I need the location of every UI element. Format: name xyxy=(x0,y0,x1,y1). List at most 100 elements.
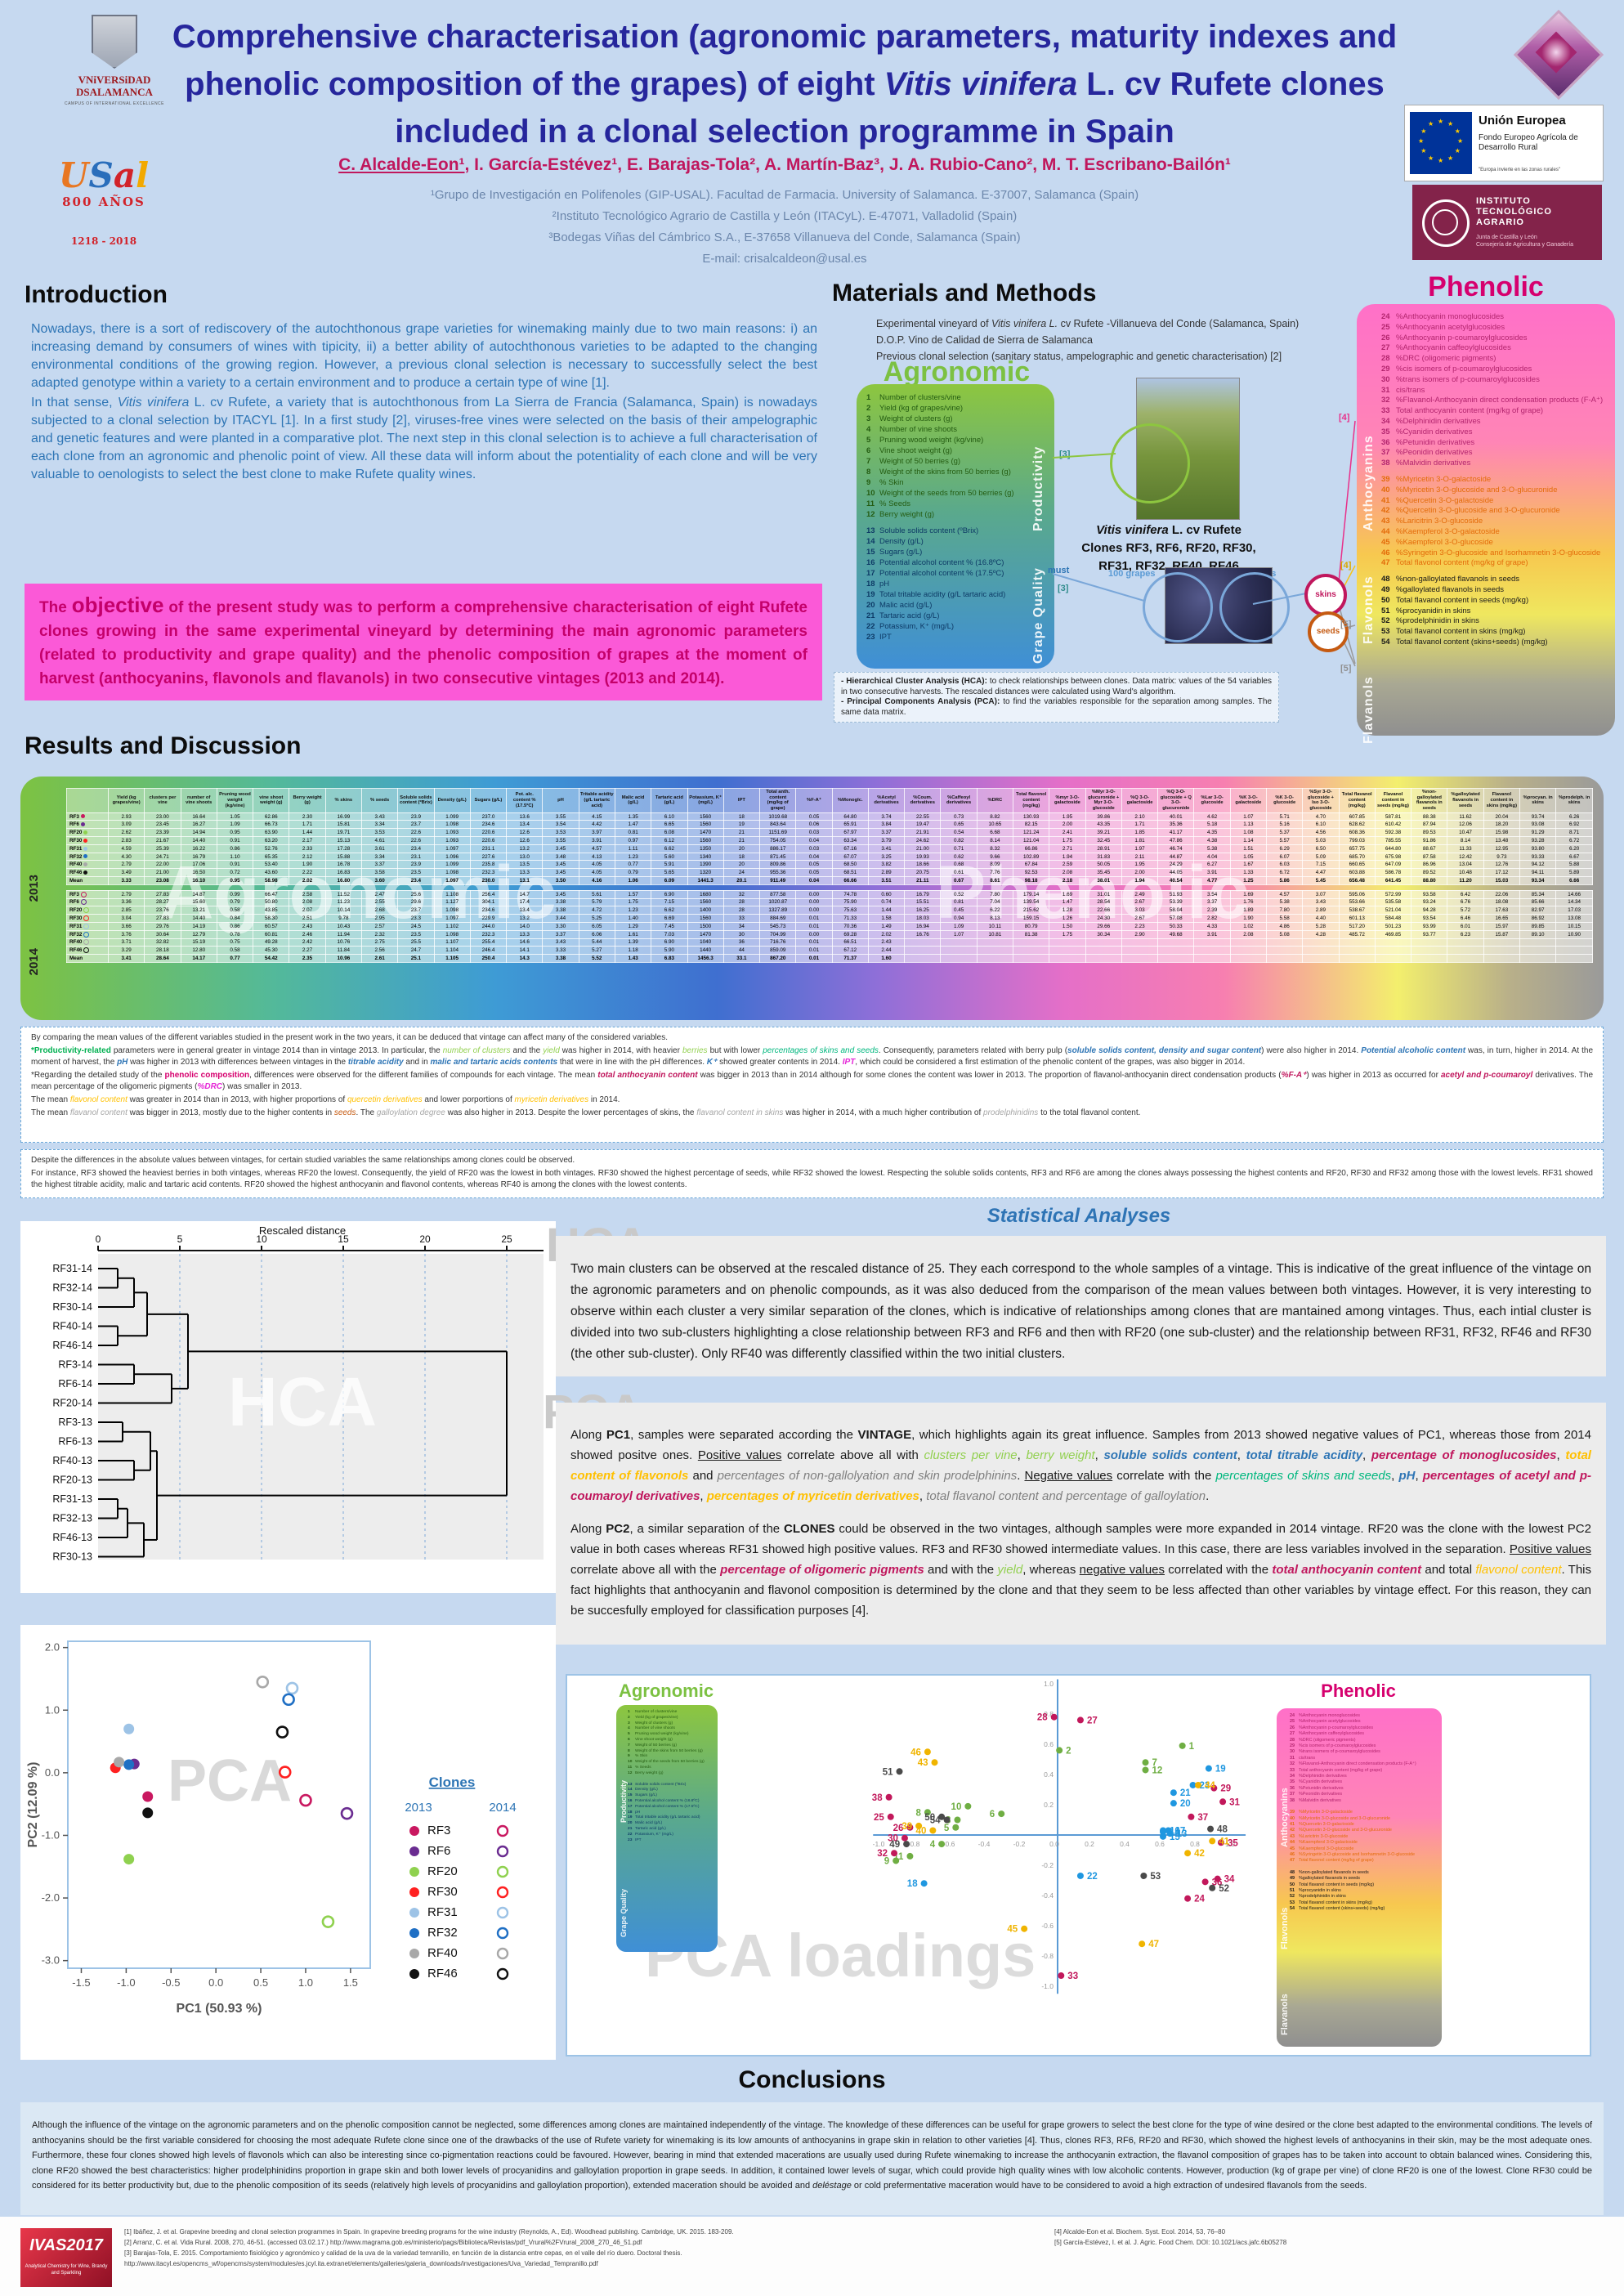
table-row-2013-RF46: RF46 3.49 21.00 16.50 0.72 43.60 2.22 16.83 3.58… xyxy=(66,868,1593,877)
loading-point-17 xyxy=(1165,1827,1172,1834)
column-header: %Lar 3-O-glucoside xyxy=(1193,788,1231,813)
column-header: clusters per vine xyxy=(144,788,181,813)
loading-point-46 xyxy=(924,1748,931,1756)
list-item-42: 42 %Quercetin 3-O-glucoside and 3-O-glucu… xyxy=(1381,506,1560,516)
score-point-RF46-2013 xyxy=(142,1807,154,1819)
loading-point-54 xyxy=(943,1816,951,1824)
ref5-label-a: [5] xyxy=(1340,620,1352,629)
ref3-label-b: [3] xyxy=(1058,584,1069,593)
list-item-22: 22 Potassium, K⁺ (mg/L) xyxy=(866,622,955,631)
loadings-agronomic-list: 1 Number of clusters/vine 2 Yield (kg of gr… xyxy=(616,1705,718,1952)
vineyard-circle-icon xyxy=(1110,423,1190,504)
gem-logo-icon xyxy=(1510,9,1604,101)
svg-text:0.4: 0.4 xyxy=(1044,1770,1054,1779)
email: E-mail: crisalcaldeon@usal.es xyxy=(702,252,867,266)
score-point-RF40-2014 xyxy=(256,1675,270,1689)
svg-text:HCA: HCA xyxy=(228,1363,377,1440)
loading-point-49 xyxy=(903,1841,910,1848)
score-point-RF31-2013 xyxy=(123,1723,135,1734)
column-header: %Q 3-O-galactoside xyxy=(1121,788,1159,813)
svg-text:0.0: 0.0 xyxy=(45,1766,60,1779)
loading-point-52 xyxy=(1209,1884,1216,1891)
list-item-45: 45 %Kaempferol 3-O-glucoside xyxy=(1290,1846,1354,1851)
loadings-anthocyanins-label: Anthocyanins xyxy=(1280,1788,1290,1847)
ref4-label-a: [4] xyxy=(1339,413,1350,423)
loading-point-7 xyxy=(1142,1759,1149,1766)
list-item-18: 18 pH xyxy=(866,580,890,589)
loading-point-36 xyxy=(1201,1878,1209,1886)
references-band: IVAS2017 Analytical Chemistry for Wine, … xyxy=(0,2217,1624,2296)
loading-point-50 xyxy=(938,1813,946,1820)
list-item-12: 12 Berry weight (g) xyxy=(628,1770,664,1775)
pca-text-box: Along PC1, samples were separated accord… xyxy=(556,1403,1606,1645)
list-item-46: 46 %Syringetin 3-O-glucoside and Isorhamn… xyxy=(1290,1851,1416,1857)
svg-text:PCA: PCA xyxy=(168,1748,292,1814)
list-item-21: 21 Tartaric acid (g/L) xyxy=(628,1826,666,1831)
svg-text:0.2: 0.2 xyxy=(1044,1801,1054,1809)
svg-text:RF20-13: RF20-13 xyxy=(52,1475,92,1486)
list-item-23: 23 IPT xyxy=(628,1837,642,1842)
list-item-53: 53 Total flavanol content in skins (mg/kg… xyxy=(1290,1900,1372,1905)
svg-text:51: 51 xyxy=(883,1767,893,1777)
loading-point-42 xyxy=(1184,1850,1192,1857)
list-item-38: 38 %Malvidin derivatives xyxy=(1290,1797,1341,1803)
loading-point-29 xyxy=(1210,1784,1218,1792)
score-point-RF40-2013 xyxy=(114,1757,125,1768)
svg-text:24: 24 xyxy=(1194,1895,1205,1904)
list-item-19: 19 Total tritable acidity (g/L tartaric a… xyxy=(866,590,1006,599)
methods-intro: Experimental vineyard of Vitis vinifera … xyxy=(876,318,1300,362)
list-item-6: 6 Vine shoot weight (g) xyxy=(866,446,953,455)
grapes-50-circle-icon xyxy=(1219,572,1290,642)
list-item-41: 41 %Quercetin 3-O-galactoside xyxy=(1381,495,1494,505)
loadings-quality-label: Grape Quality xyxy=(620,1888,628,1937)
eu-flag-icon: ★ ★ ★ ★ ★ ★ ★ ★ ★ ★ ★ ★ xyxy=(1410,112,1472,174)
svg-text:-1.0: -1.0 xyxy=(1041,1982,1054,1990)
svg-text:26: 26 xyxy=(893,1824,904,1833)
svg-text:31: 31 xyxy=(1229,1797,1240,1807)
svg-text:41: 41 xyxy=(1219,1837,1229,1846)
svg-text:46: 46 xyxy=(910,1748,921,1757)
usal-800-glyph-icon: USal xyxy=(58,155,150,195)
ref4-label-b: [4] xyxy=(1340,561,1352,571)
svg-text:32: 32 xyxy=(877,1849,888,1859)
loading-point-43 xyxy=(931,1759,938,1766)
list-item-44: 44 %Kaempferol 3-O-galactoside xyxy=(1381,526,1500,536)
affiliations: ¹Grupo de Investigación en Polifenoles (… xyxy=(139,185,1430,270)
paragraph: By comparing the mean values of the diff… xyxy=(31,1033,668,1042)
usal-shield-icon xyxy=(92,15,137,69)
list-item-43: 43 %Laricitrin 3-O-glucoside xyxy=(1381,517,1483,526)
paragraph: For instance, RF3 showed the heaviest be… xyxy=(31,1169,1593,1189)
list-item-20: 20 Malic acid (g/L) xyxy=(866,601,933,610)
list-item-10: 10 Weight of the seeds from 50 berries (g… xyxy=(628,1760,705,1765)
list-item-25: 25 %Anthocyanin acetylglucosides xyxy=(1381,322,1505,332)
svg-text:29: 29 xyxy=(1220,1784,1231,1794)
references-col1: [1] Ibáñez, J. et al. Grapevine breeding… xyxy=(124,2227,1007,2269)
svg-text:30: 30 xyxy=(888,1834,898,1844)
svg-text:15: 15 xyxy=(338,1233,349,1245)
list-item-5: 5 Pruning wood weight (kg/vine) xyxy=(628,1732,689,1737)
table-row-2014-Mean: Mean 3.41 28.64 14.17 0.77 54.42 2.35 10.96 2.61… xyxy=(66,954,1593,963)
svg-text:-1.5: -1.5 xyxy=(72,1976,90,1989)
paragraph: *Productivity-related parameters were in… xyxy=(31,1046,1594,1067)
svg-text:10: 10 xyxy=(951,1802,962,1812)
flavanols-label: Flavanols xyxy=(1362,676,1376,744)
clone-comparison-notes: Despite the differences in the absolute … xyxy=(20,1149,1604,1198)
loading-point-24 xyxy=(1184,1895,1192,1902)
reference-item: [4] Alcalde-Eon et al. Biochem. Syst. Ec… xyxy=(1054,2228,1226,2236)
year-label-2013: 2013 xyxy=(27,875,41,902)
svg-text:-0.6: -0.6 xyxy=(943,1840,955,1848)
loading-point-53 xyxy=(1140,1872,1148,1879)
table-row-2013-RF3: RF3 2.93 23.00 16.64 1.05 62.86 2.30 16.99 3.43 2… xyxy=(66,812,1593,821)
svg-text:1.0: 1.0 xyxy=(45,1703,60,1716)
list-item-34: 34 %Delphinidin derivatives xyxy=(1290,1774,1347,1779)
svg-text:RF46: RF46 xyxy=(427,1967,458,1980)
list-item-44: 44 %Kaempferol 3-O-galactoside xyxy=(1290,1840,1358,1846)
svg-text:53: 53 xyxy=(1150,1872,1161,1882)
year-label-2014: 2014 xyxy=(27,948,41,976)
list-item-3: 3 Weight of clusters (g) xyxy=(866,414,953,423)
loadings-flavonols-label: Flavonols xyxy=(1280,1907,1290,1949)
svg-text:-0.6: -0.6 xyxy=(1041,1922,1054,1930)
list-item-9: 9% Skin xyxy=(866,478,904,487)
list-item-19: 19 Total tritable acidity (g/L tartaric a… xyxy=(628,1815,700,1820)
list-item-35: 35 %Cyanidin derivatives xyxy=(1290,1779,1343,1785)
